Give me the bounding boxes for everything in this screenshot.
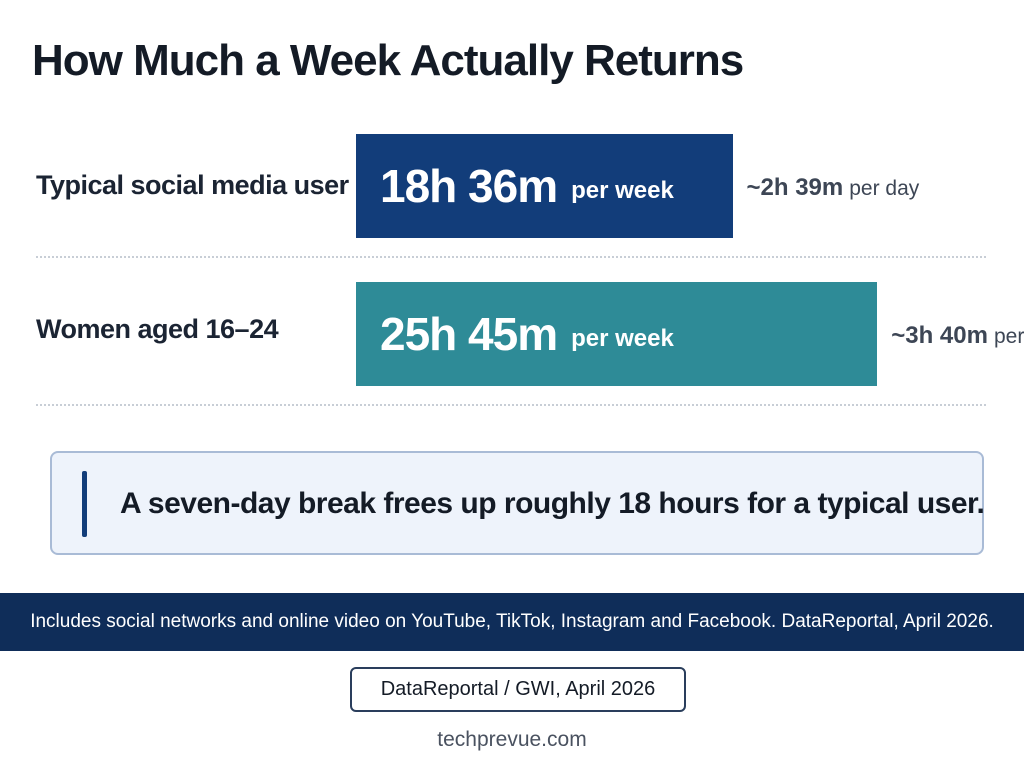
per-day-annotation-typical-user: ~2h 39m per day (747, 174, 920, 202)
callout-accent-bar (82, 471, 87, 537)
bar-value-label: 25h 45m (380, 308, 558, 360)
takeaway-callout: A seven-day break frees up roughly 18 ho… (50, 451, 985, 555)
footer-note-band: Includes social networks and online vide… (0, 593, 1024, 651)
row-divider (36, 256, 986, 258)
source-label: DataReportal / GWI, April 2026 (350, 667, 686, 712)
site-credit: techprevue.com (437, 728, 587, 751)
bar-value-label: 18h 36m (380, 160, 558, 212)
per-day-value: ~3h 40m (891, 322, 988, 349)
per-day-value: ~2h 39m (746, 174, 844, 201)
chart-title: How Much a Week Actually Returns (32, 36, 744, 85)
callout-text: A seven-day break frees up roughly 18 ho… (120, 487, 985, 520)
row-divider (36, 404, 986, 406)
row-label-women-16-24: Women aged 16–24 (36, 314, 279, 344)
bar-women-16-24: 25h 45m per week (356, 282, 878, 386)
per-day-unit: per day (993, 325, 1024, 348)
per-day-unit: per day (849, 177, 920, 200)
row-label-typical-user: Typical social media user (36, 170, 349, 200)
bar-unit-label: per week (571, 177, 674, 204)
footer-note: Includes social networks and online vide… (30, 611, 994, 632)
bar-unit-label: per week (571, 325, 674, 352)
bar-typical-user: 18h 36m per week (356, 134, 733, 238)
